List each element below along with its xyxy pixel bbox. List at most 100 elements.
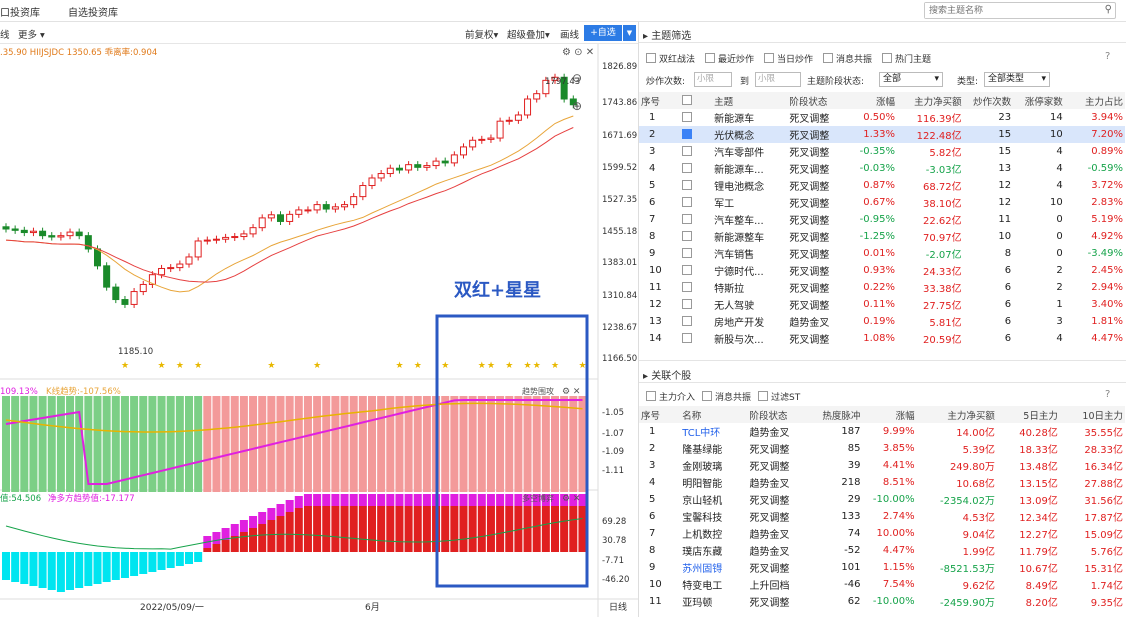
- row-checkbox[interactable]: [680, 330, 712, 347]
- column-header[interactable]: 热度脉冲: [822, 410, 861, 422]
- checkbox[interactable]: [681, 128, 692, 139]
- ind2-settings-icon[interactable]: ⚙ ✕: [562, 494, 580, 504]
- checkbox[interactable]: [681, 298, 692, 309]
- row-checkbox[interactable]: [680, 279, 712, 296]
- checkbox[interactable]: [681, 213, 692, 224]
- filter-today-hype[interactable]: 当日炒作: [764, 52, 813, 65]
- add-favorite-dropdown[interactable]: ▼: [623, 25, 636, 41]
- row-checkbox[interactable]: [680, 313, 712, 330]
- toolbar-adjust[interactable]: 前复权▾: [465, 30, 499, 41]
- count-min-input[interactable]: 小限: [694, 72, 732, 87]
- theme-row[interactable]: 10 宁德时代... 死叉调整 0.93% 24.33亿 6 2 2.45%: [639, 262, 1125, 279]
- kline-chart[interactable]: ★ ★ ★ ★ ★ ★ ★ ★ ★ ★ ★ ★ ★ ★ ★ ★ .35.90 HIIJSJDC 1350.65…: [0, 44, 638, 617]
- toolbar-line[interactable]: 线: [0, 30, 10, 41]
- ind1-settings-icon[interactable]: ⚙ ✕: [562, 387, 580, 397]
- stock-row[interactable]: 5 京山轻机 死叉调整 29 -10.00% -2354.02万 13.09亿 31.56亿: [639, 491, 1125, 508]
- zoom-out-icon[interactable]: ⊖: [572, 71, 582, 85]
- theme-row[interactable]: 9 汽车销售 死叉调整 0.01% -2.07亿 8 0 -3.49%: [639, 245, 1125, 262]
- column-header[interactable]: 涨幅: [895, 410, 915, 422]
- checkbox[interactable]: [681, 179, 692, 190]
- count-max-input[interactable]: 小限: [755, 72, 801, 87]
- filter-hot-themes[interactable]: 热门主题: [882, 52, 931, 65]
- theme-row[interactable]: 5 锂电池概念 死叉调整 0.87% 68.72亿 12 4 3.72%: [639, 177, 1125, 194]
- help-icon[interactable]: ?: [1105, 51, 1111, 62]
- toolbar-draw[interactable]: 画线: [560, 30, 580, 41]
- column-header[interactable]: 主题: [714, 96, 734, 108]
- theme-search-box[interactable]: ⚲: [924, 2, 1116, 19]
- theme-row[interactable]: 1 新能源车 死叉调整 0.50% 116.39亿 23 14 3.94%: [639, 109, 1125, 126]
- row-checkbox[interactable]: [680, 109, 712, 126]
- select-all-checkbox[interactable]: [681, 94, 692, 105]
- theme-row[interactable]: 8 新能源整车 死叉调整 -1.25% 70.97亿 10 0 4.92%: [639, 228, 1125, 245]
- checkbox[interactable]: [681, 111, 692, 122]
- checkbox[interactable]: [681, 196, 692, 207]
- filter-stock-news[interactable]: 消息共振: [702, 390, 751, 403]
- theme-row[interactable]: 7 汽车整车... 死叉调整 -0.95% 22.62亿 11 0 5.19%: [639, 211, 1125, 228]
- checkbox[interactable]: [646, 391, 656, 401]
- zoom-in-icon[interactable]: ⊕: [572, 99, 582, 113]
- column-header[interactable]: 阶段状态: [749, 410, 788, 422]
- row-checkbox[interactable]: [680, 177, 712, 194]
- column-header[interactable]: 5日主力: [1023, 410, 1058, 422]
- row-checkbox[interactable]: [680, 126, 712, 143]
- column-header[interactable]: 主力净买额: [914, 96, 962, 108]
- checkbox[interactable]: [646, 53, 656, 63]
- row-checkbox[interactable]: [680, 296, 712, 313]
- checkbox[interactable]: [681, 145, 692, 156]
- column-header[interactable]: [680, 92, 712, 109]
- toolbar-overlay[interactable]: 超级叠加▾: [507, 30, 550, 41]
- checkbox[interactable]: [681, 315, 692, 326]
- theme-row[interactable]: 14 新股与次... 死叉调整 1.08% 20.59亿 6 4 4.47%: [639, 330, 1125, 347]
- theme-row[interactable]: 6 军工 死叉调整 0.67% 38.10亿 12 10 2.83%: [639, 194, 1125, 211]
- stock-row[interactable]: 11 亚玛顿 死叉调整 62 -10.00% -2459.90万 8.20亿 9.35亿: [639, 593, 1125, 610]
- chart-panel[interactable]: ★ ★ ★ ★ ★ ★ ★ ★ ★ ★ ★ ★ ★ ★ ★ ★ .35.90 HIIJSJDC 1350.65…: [0, 44, 638, 617]
- theme-row[interactable]: 3 汽车零部件 死叉调整 -0.35% 5.82亿 15 4 0.89%: [639, 143, 1125, 160]
- checkbox[interactable]: [702, 391, 712, 401]
- checkbox[interactable]: [681, 332, 692, 343]
- checkbox[interactable]: [681, 162, 692, 173]
- stock-row[interactable]: 2 隆基绿能 死叉调整 85 3.85% 5.39亿 18.33亿 28.33亿: [639, 440, 1125, 457]
- row-checkbox[interactable]: [680, 262, 712, 279]
- theme-row[interactable]: 12 无人驾驶 死叉调整 0.11% 27.75亿 6 1 3.40%: [639, 296, 1125, 313]
- column-header[interactable]: 名称: [682, 410, 702, 422]
- checkbox[interactable]: [681, 247, 692, 258]
- theme-row[interactable]: 11 特斯拉 死叉调整 0.22% 33.38亿 6 2 2.94%: [639, 279, 1125, 296]
- stock-row[interactable]: 6 宝馨科技 死叉调整 133 2.74% 4.53亿 12.34亿 17.87亿: [639, 508, 1125, 525]
- theme-search-input[interactable]: [925, 3, 1085, 18]
- column-header[interactable]: 涨幅: [875, 96, 895, 108]
- stock-row[interactable]: 10 特变电工 上升回档 -46 7.54% 9.62亿 8.49亿 1.74亿: [639, 576, 1125, 593]
- checkbox[interactable]: [681, 230, 692, 241]
- column-header[interactable]: 序号: [641, 96, 661, 108]
- add-favorite-button[interactable]: +自选: [584, 25, 622, 41]
- settings-icon[interactable]: ⚙ ⊙ ✕: [562, 47, 594, 58]
- tab-custom-library[interactable]: 自选投资库: [68, 8, 118, 19]
- toolbar-more[interactable]: 更多 ▾: [18, 30, 45, 41]
- search-icon[interactable]: ⚲: [1104, 4, 1112, 15]
- checkbox[interactable]: [758, 391, 768, 401]
- stock-row[interactable]: 3 金刚玻璃 死叉调整 39 4.41% 249.80万 13.48亿 16.34亿: [639, 457, 1125, 474]
- tab-investment-library[interactable]: 口投资库: [0, 8, 40, 19]
- filter-news-resonance[interactable]: 消息共振: [823, 52, 872, 65]
- row-checkbox[interactable]: [680, 143, 712, 160]
- filter-exclude-st[interactable]: 过滤ST: [758, 390, 800, 403]
- row-checkbox[interactable]: [680, 228, 712, 245]
- stock-row[interactable]: 7 上机数控 趋势金叉 74 10.00% 9.04亿 12.27亿 15.09亿: [639, 525, 1125, 542]
- column-header[interactable]: 主力净买额: [947, 410, 995, 422]
- column-header[interactable]: 炒作次数: [973, 96, 1012, 108]
- stock-row[interactable]: 4 明阳智能 趋势金叉 218 8.51% 10.68亿 13.15亿 27.88亿: [639, 474, 1125, 491]
- row-checkbox[interactable]: [680, 160, 712, 177]
- help-icon[interactable]: ?: [1105, 389, 1111, 400]
- stock-row[interactable]: 8 璞店东藏 趋势金叉 -52 4.47% 1.99亿 11.79亿 5.76亿: [639, 542, 1125, 559]
- column-header[interactable]: 阶段状态: [789, 96, 828, 108]
- theme-row[interactable]: 4 新能源车... 死叉调整 -0.03% -3.03亿 13 4 -0.59%: [639, 160, 1125, 177]
- checkbox[interactable]: [681, 264, 692, 275]
- theme-row[interactable]: 13 房地产开发 趋势金叉 0.19% 5.81亿 6 3 1.81%: [639, 313, 1125, 330]
- stock-row[interactable]: 9 苏州固锝 死叉调整 101 1.15% -8521.53万 10.67亿 15.31亿: [639, 559, 1125, 576]
- row-checkbox[interactable]: [680, 211, 712, 228]
- checkbox[interactable]: [681, 281, 692, 292]
- column-header[interactable]: 主力占比: [1084, 96, 1123, 108]
- type-select[interactable]: 全部类型 ▾: [984, 72, 1050, 87]
- stage-select[interactable]: 全部 ▾: [879, 72, 943, 87]
- filter-main-force[interactable]: 主力介入: [646, 390, 695, 403]
- column-header[interactable]: 序号: [641, 410, 661, 422]
